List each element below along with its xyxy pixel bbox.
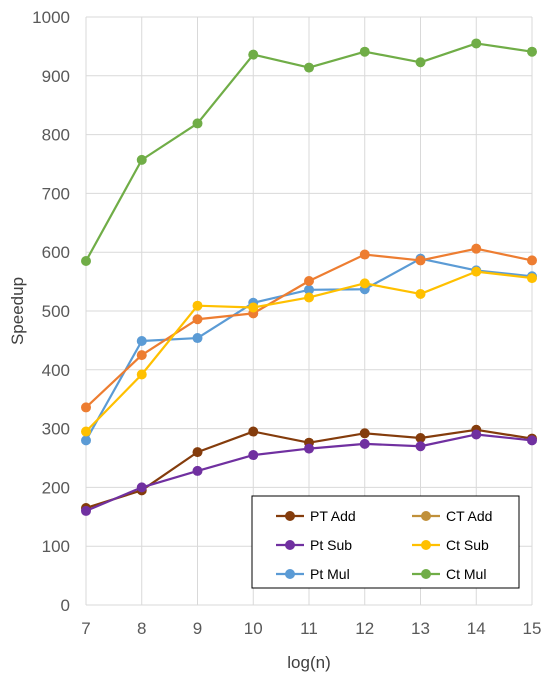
- y-tick-label: 200: [42, 478, 70, 497]
- data-point-pt-add: [359, 428, 370, 439]
- y-tick-label: 800: [42, 126, 70, 145]
- data-point-pt-sub: [471, 429, 482, 440]
- data-point-ct-add: [359, 249, 370, 260]
- x-axis-title: log(n): [287, 653, 330, 672]
- x-tick-label: 9: [193, 619, 202, 638]
- data-point-ct-sub: [471, 266, 482, 277]
- data-point-ct-add: [136, 350, 147, 361]
- data-point-pt-sub: [136, 482, 147, 493]
- data-point-pt-sub: [527, 435, 537, 446]
- tick-labels: 0 100 200 300 400 500 600 700 800 900 1000 7 8 9 10 11 1…: [32, 8, 541, 638]
- y-tick-label: 900: [42, 67, 70, 86]
- y-tick-label: 100: [42, 537, 70, 556]
- data-point-pt-mul: [136, 335, 147, 346]
- y-tick-label: 0: [61, 596, 70, 615]
- data-point-pt-mul: [192, 333, 203, 344]
- data-point-pt-sub: [248, 450, 259, 461]
- data-point-ct-add: [471, 243, 482, 254]
- data-point-ct-mul: [192, 118, 203, 129]
- legend-label: Pt Mul: [310, 566, 350, 582]
- y-tick-label: 300: [42, 420, 70, 439]
- data-point-ct-add: [415, 255, 426, 266]
- series-ct-mul: [81, 38, 537, 267]
- data-point-ct-mul: [304, 62, 314, 73]
- grid-lines: [85, 16, 533, 606]
- x-tick-label: 12: [355, 619, 374, 638]
- legend-box: [251, 495, 520, 589]
- data-point-pt-sub: [81, 505, 91, 516]
- data-point-pt-add: [248, 426, 259, 437]
- data-point-pt-sub: [192, 465, 203, 476]
- legend-entry-pt-add: PT Add: [276, 508, 356, 524]
- legend-label: Ct Sub: [446, 537, 489, 553]
- x-tick-label: 15: [523, 619, 542, 638]
- data-point-pt-sub: [415, 441, 426, 452]
- data-point-pt-sub: [304, 443, 314, 454]
- series-ct-sub: [81, 266, 537, 437]
- data-point-ct-mul: [359, 46, 370, 57]
- legend-label: PT Add: [310, 508, 356, 524]
- y-tick-label: 700: [42, 184, 70, 203]
- legend-entry-ct-mul: Ct Mul: [412, 566, 486, 582]
- data-point-ct-sub: [359, 278, 370, 289]
- y-tick-label: 1000: [32, 8, 70, 27]
- x-tick-label: 10: [244, 619, 263, 638]
- series-lines: [81, 38, 537, 516]
- legend-entry-ct-sub: Ct Sub: [412, 537, 489, 553]
- data-point-pt-sub: [359, 438, 370, 449]
- legend-swatch-marker: [421, 569, 431, 579]
- legend-swatch-marker: [285, 569, 295, 579]
- legend-entry-pt-mul: Pt Mul: [276, 566, 350, 582]
- data-point-pt-add: [192, 447, 203, 458]
- x-tick-label: 7: [81, 619, 90, 638]
- y-axis-title: Speedup: [8, 277, 27, 345]
- data-point-ct-sub: [415, 288, 426, 299]
- legend-label: CT Add: [446, 508, 492, 524]
- legend-entry-ct-add: CT Add: [412, 508, 492, 524]
- data-point-ct-sub: [192, 300, 203, 311]
- legend-swatch-marker: [285, 511, 295, 521]
- x-tick-label: 13: [411, 619, 430, 638]
- data-point-ct-sub: [248, 302, 259, 313]
- legend: PT Add CT Add Pt Sub Ct Sub Pt Mul Ct Mul: [251, 495, 520, 589]
- data-point-pt-mul: [304, 284, 314, 295]
- data-point-ct-add: [192, 314, 203, 325]
- data-point-ct-sub: [527, 273, 537, 284]
- x-tick-label: 8: [137, 619, 146, 638]
- data-point-ct-mul: [471, 38, 482, 49]
- data-point-ct-add: [527, 255, 537, 266]
- data-point-ct-mul: [136, 154, 147, 165]
- data-point-pt-mul: [81, 435, 91, 446]
- data-point-ct-sub: [81, 426, 91, 437]
- x-tick-label: 14: [467, 619, 486, 638]
- legend-entry-pt-sub: Pt Sub: [276, 537, 352, 553]
- y-tick-label: 600: [42, 243, 70, 262]
- legend-swatch-marker: [421, 511, 431, 521]
- data-point-ct-sub: [304, 292, 314, 303]
- series-pt-sub: [81, 429, 537, 516]
- data-point-ct-sub: [136, 369, 147, 380]
- y-tick-label: 400: [42, 361, 70, 380]
- data-point-ct-mul: [248, 49, 259, 60]
- x-tick-label: 11: [300, 619, 318, 638]
- data-point-ct-mul: [81, 256, 91, 267]
- legend-label: Ct Mul: [446, 566, 486, 582]
- y-tick-label: 500: [42, 302, 70, 321]
- legend-label: Pt Sub: [310, 537, 352, 553]
- data-point-ct-add: [304, 276, 314, 287]
- data-point-ct-mul: [415, 57, 426, 68]
- data-point-ct-mul: [527, 46, 537, 57]
- legend-swatch-marker: [421, 540, 431, 550]
- data-point-ct-add: [81, 402, 91, 413]
- data-point-pt-add: [415, 433, 426, 444]
- legend-swatch-marker: [285, 540, 295, 550]
